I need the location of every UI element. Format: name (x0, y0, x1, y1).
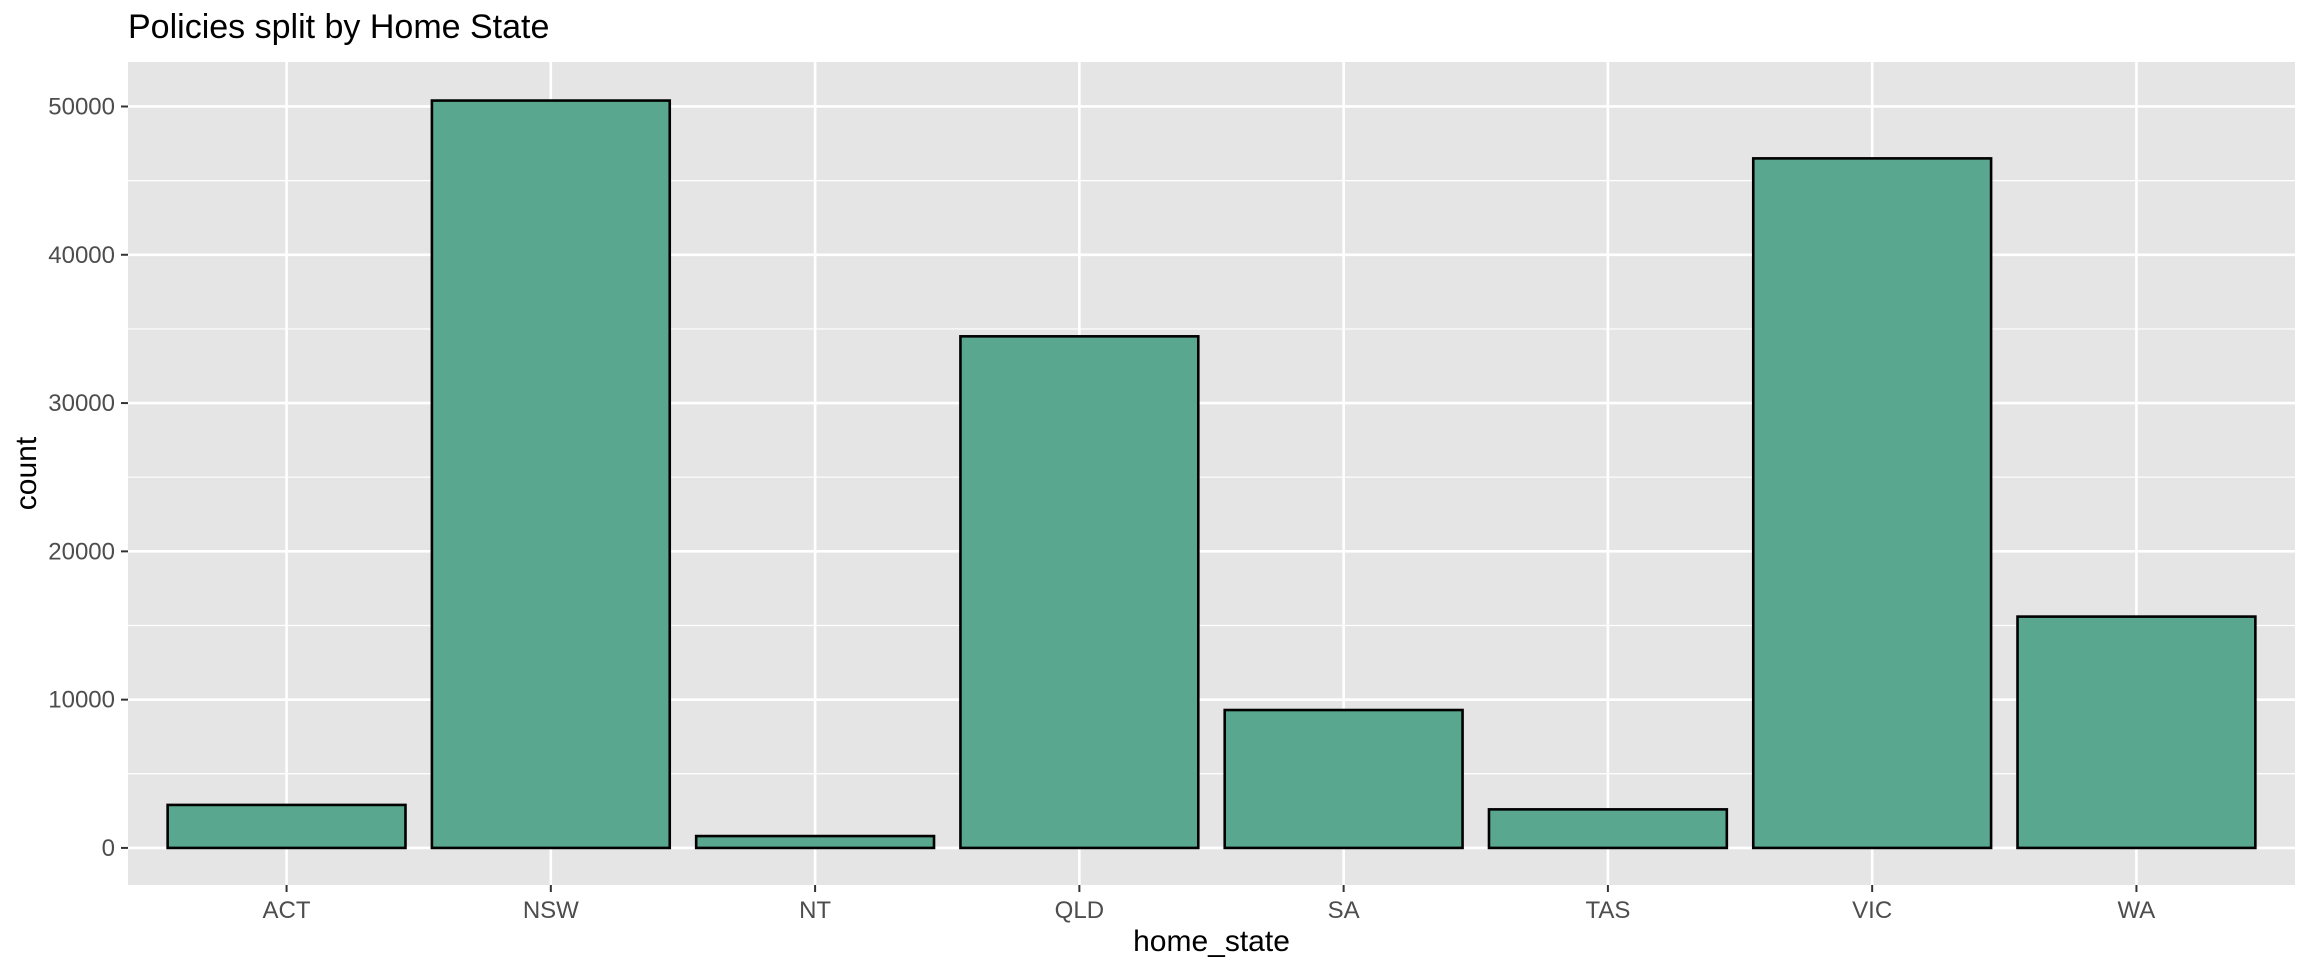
x-tick-label: NSW (523, 897, 579, 924)
y-axis-ticks: 0 10000 20000 30000 40000 50000 (48, 93, 128, 862)
x-tick-label: QLD (1055, 897, 1104, 924)
x-tick-label: VIC (1852, 897, 1892, 924)
x-tick-label: NT (799, 897, 831, 924)
bar-wa (2016, 615, 2257, 850)
y-tick-label: 0 (102, 835, 115, 862)
y-tick-label: 20000 (48, 538, 115, 565)
bar-sa (1223, 708, 1464, 850)
bar-qld (959, 335, 1200, 850)
y-tick-label: 10000 (48, 687, 115, 714)
bar-nt (694, 834, 936, 850)
chart-title: Policies split by Home State (128, 8, 549, 46)
x-axis-ticks: ACT NSW NT QLD SA TAS VIC WA (263, 885, 2156, 924)
x-tick-label: SA (1328, 897, 1360, 924)
bar-act (166, 803, 407, 850)
x-axis-title: home_state (1133, 925, 1290, 958)
y-axis-title: count (10, 436, 43, 510)
y-tick-label: 50000 (48, 93, 115, 120)
x-tick-label: TAS (1585, 897, 1630, 924)
bar-nsw (430, 99, 672, 850)
y-tick-label: 40000 (48, 242, 115, 269)
bar-series (166, 99, 2257, 850)
bar-tas (1487, 808, 1729, 850)
x-tick-label: WA (2118, 897, 2156, 924)
x-tick-label: ACT (263, 897, 311, 924)
y-tick-label: 30000 (48, 390, 115, 417)
bar-vic (1751, 157, 1993, 850)
